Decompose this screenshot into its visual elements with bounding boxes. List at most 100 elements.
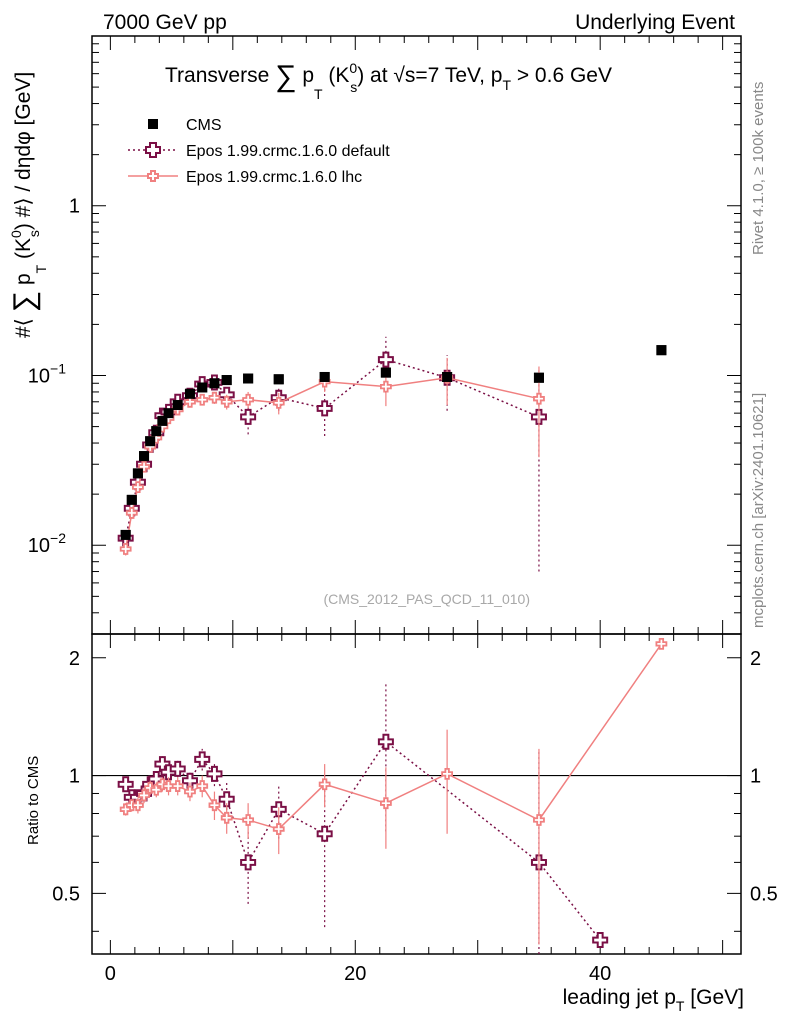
cms-data-point-top [145, 436, 156, 447]
ratio-point [150, 783, 163, 796]
main-point [132, 481, 144, 494]
main-point [125, 507, 138, 519]
ratio-point [194, 751, 211, 768]
ratio-y-tick-label: 0.5 [52, 883, 80, 905]
header-left: 7000 GeV pp [103, 11, 227, 34]
ratio-point [533, 814, 545, 826]
main-point [240, 408, 257, 425]
main-y-tick-label: 10−1 [28, 360, 66, 387]
ratio-point [242, 814, 255, 826]
cms-data-point-top [442, 371, 453, 382]
cms-data-point-top [132, 468, 143, 479]
main-point [196, 393, 209, 406]
x-axis-ticks: 0 20 40 [105, 36, 724, 985]
ratio-point [318, 778, 331, 791]
main-y-tick-label: 1 [69, 196, 80, 218]
main-point [242, 393, 255, 406]
cms-data-point-top [184, 388, 195, 399]
ratio-point [138, 789, 150, 802]
ratio-point [220, 811, 233, 824]
chart-title: Transverse ∑ pT (K0 s) at √s=7 TeV, pT > … [165, 60, 612, 102]
ratio-point [441, 767, 454, 780]
cms-data-point-top [151, 426, 162, 437]
header-right: Underlying Event [575, 11, 735, 34]
ratio-point [156, 778, 169, 791]
main-axis-ticks: 1 10−1 10−2 [28, 35, 741, 635]
ratio-point [218, 791, 235, 808]
ratio-y-tick-label-right: 2 [750, 648, 761, 670]
ratio-point [169, 760, 186, 777]
cms-data-point-top [209, 378, 220, 389]
x-tick-label: 20 [344, 963, 366, 985]
main-point [272, 396, 285, 409]
cms-data-point-top [172, 400, 183, 411]
cms-data-point-top [139, 451, 150, 462]
ratio-y-tick-label: 1 [69, 766, 80, 788]
ratio-point [240, 854, 257, 871]
ratio-point [117, 776, 134, 793]
ratio-series [117, 637, 668, 954]
cms-data-point-top [221, 375, 232, 386]
analysis-tag: (CMS_2012_PAS_QCD_11_010) [324, 591, 531, 607]
ratio-point [196, 780, 209, 792]
ratio-y-tick-label-right: 1 [750, 766, 761, 788]
main-point [208, 391, 221, 404]
main-point [220, 395, 233, 408]
main-point [119, 543, 132, 555]
legend-default-marker [145, 142, 161, 158]
ratio-panel-frame [91, 633, 742, 955]
ratio-point [655, 637, 668, 650]
ratio-point [592, 932, 609, 949]
main-point [377, 351, 394, 368]
ratio-point [144, 782, 157, 794]
cms-data-point-top [157, 415, 168, 426]
cms-data-point-top [126, 494, 137, 505]
ratio-point [208, 799, 221, 812]
mcplots-label: mcplots.cern.ch [arXiv:2401.10621] [750, 393, 767, 628]
cms-data-point-top [319, 371, 330, 382]
ratio-point [316, 825, 333, 842]
cms-data-point-top [380, 367, 391, 378]
legend-cms-label: CMS [186, 117, 222, 134]
main-series [117, 336, 667, 572]
ratio-point [184, 785, 196, 798]
cms-data-point-top [120, 529, 131, 540]
ratio-point [162, 780, 175, 792]
legend-lhc-marker [147, 170, 159, 182]
cms-data-point-top [243, 373, 254, 384]
main-series-line [124, 358, 540, 539]
main-point [138, 460, 150, 473]
ylabel-ratio: Ratio to CMS [25, 756, 42, 845]
rivet-label: Rivet 4.1.0, ≥ 100k events [750, 82, 767, 255]
ratio-point [171, 780, 184, 792]
ratio-axis-ticks: 2 2 1 1 0.5 0.5 [52, 648, 778, 932]
ylabel-main: #⟨ ∑ pT (K0 s) #⟩ / dηdφ [GeV] [8, 72, 49, 338]
ratio-series-line [125, 643, 663, 830]
ratio-point [379, 797, 392, 810]
ratio-y-tick-label: 2 [69, 648, 80, 670]
cms-data-point-top [533, 372, 544, 383]
ratio-point [377, 733, 394, 750]
cms-data-point-top [273, 374, 284, 385]
cms-data-point-top [163, 408, 174, 419]
main-point [379, 380, 392, 393]
ratio-point [132, 799, 144, 812]
main-y-tick-label: 10−2 [28, 530, 66, 557]
ratio-y-tick-label-right: 0.5 [750, 883, 778, 905]
legend-default-label: Epos 1.99.crmc.1.6.0 default [186, 143, 390, 160]
ratio-series-line [124, 740, 601, 941]
legend-cms-marker [148, 119, 158, 129]
x-tick-label: 40 [589, 963, 611, 985]
main-point [316, 400, 333, 417]
x-tick-label: 0 [105, 963, 116, 985]
xlabel: leading jet pT [GeV] [563, 986, 744, 1014]
cms-data-point-top [656, 345, 667, 356]
cms-data-point-top [197, 382, 208, 393]
ratio-point [206, 765, 223, 782]
main-point [533, 392, 545, 405]
ratio-point [272, 823, 285, 835]
legend-lhc-label: Epos 1.99.crmc.1.6.0 lhc [186, 169, 362, 186]
main-point [184, 395, 196, 408]
legend: CMS Epos 1.99.crmc.1.6.0 default Epos 1.… [128, 117, 390, 186]
